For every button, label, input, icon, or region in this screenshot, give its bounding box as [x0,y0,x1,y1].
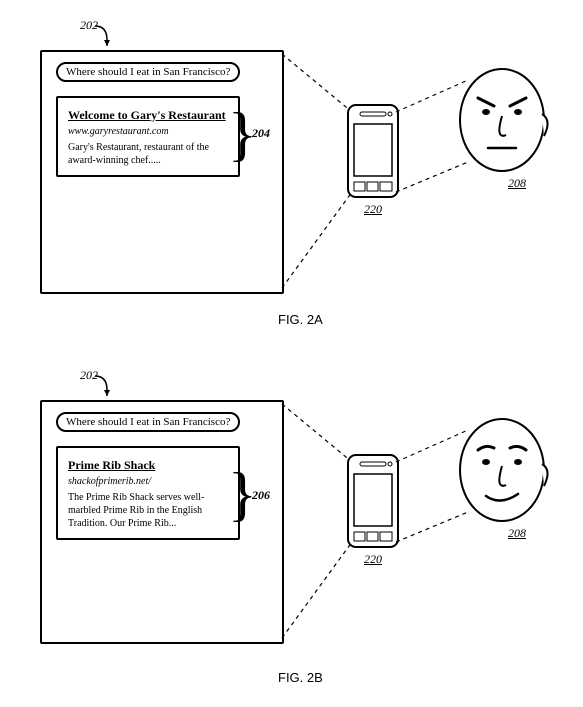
result-title-b: Prime Rib Shack [68,458,228,473]
result-url-a: www.garyrestaurant.com [68,126,228,137]
page: 202 Where should I eat in San Francisco?… [0,0,583,707]
ref-208-b: 208 [508,526,526,541]
ref-206: 206 [252,488,270,503]
search-result-b[interactable]: Prime Rib Shack shackofprimerib.net/ The… [56,446,240,540]
search-result-a[interactable]: Welcome to Gary's Restaurant www.garyres… [56,96,240,177]
result-snippet-b: The Prime Rib Shack serves well-marbled … [68,491,228,530]
result-snippet-a: Gary's Restaurant, restaurant of the awa… [68,141,228,167]
panel-fig-2b: 202 Where should I eat in San Francisco?… [0,370,583,700]
device-screen-a: Where should I eat in San Francisco? Wel… [40,50,284,294]
search-query-b[interactable]: Where should I eat in San Francisco? [56,412,240,432]
panel-fig-2a: 202 Where should I eat in San Francisco?… [0,20,583,340]
ref-202-a: 202 [80,18,98,33]
ref-202-b: 202 [80,368,98,383]
result-title-a: Welcome to Gary's Restaurant [68,108,228,123]
result-url-b: shackofprimerib.net/ [68,476,228,487]
ref-220-b: 220 [364,552,382,567]
ref-204: 204 [252,126,270,141]
ref-220-a: 220 [364,202,382,217]
caption-2a: FIG. 2A [278,312,323,327]
caption-2b: FIG. 2B [278,670,323,685]
search-query-a[interactable]: Where should I eat in San Francisco? [56,62,240,82]
ref-208-a: 208 [508,176,526,191]
device-screen-b: Where should I eat in San Francisco? Pri… [40,400,284,644]
